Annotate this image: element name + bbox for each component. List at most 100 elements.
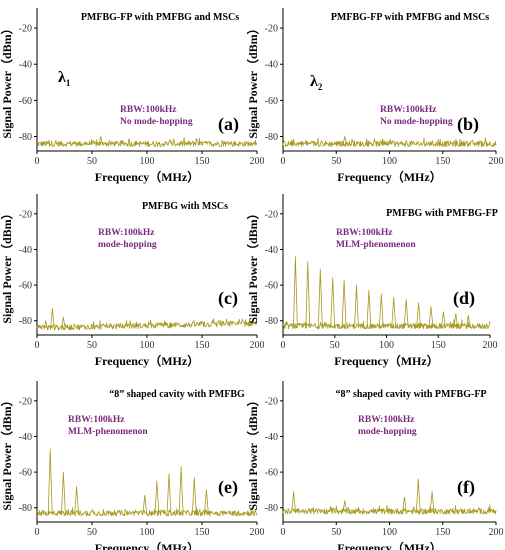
x-tick-label: 100 <box>140 156 155 167</box>
y-axis-title: Signal Power（dBm） <box>0 22 14 138</box>
x-tick-label: 150 <box>195 340 210 351</box>
x-tick-label: 50 <box>331 527 341 538</box>
y-tick-label: -40 <box>19 432 32 443</box>
annotation-text: mode-hopping <box>358 427 417 437</box>
spectral-peak <box>330 277 336 328</box>
spectral-peak <box>178 466 184 515</box>
x-tick-label: 100 <box>379 340 394 351</box>
x-axis-title: Frequency（MHz） <box>337 169 441 184</box>
spectral-peak <box>317 268 323 328</box>
spectral-peak <box>391 297 397 328</box>
x-axis-title: Frequency（MHz） <box>95 169 199 184</box>
annotation-text: RBW:100kHz <box>336 228 393 238</box>
annotation-text: MLM-phenomenon <box>68 427 148 437</box>
wavelength-label: λ1 <box>58 69 71 88</box>
y-tick-label: -40 <box>265 245 278 256</box>
annotation-text: mode-hopping <box>98 240 157 250</box>
y-tick-label: -40 <box>19 245 32 256</box>
x-tick-label: 50 <box>330 340 340 351</box>
x-tick-label: 0 <box>35 527 40 538</box>
spectral-peak <box>416 302 421 328</box>
panel-title: PMFBG-FP with PMFBG and MSCs <box>81 12 239 23</box>
spectral-peak <box>402 496 407 514</box>
panel-label: (c) <box>218 288 238 309</box>
spectral-peak <box>204 489 209 515</box>
panel-label: (f) <box>457 477 475 498</box>
y-axis-title: Signal Power（dBm） <box>245 207 260 323</box>
noise-trace <box>36 506 258 517</box>
x-tick-label: 0 <box>281 340 286 351</box>
y-axis-title: Signal Power（dBm） <box>245 22 260 138</box>
annotation-text: No mode-hopping <box>120 117 193 127</box>
annotation-text: RBW:100kHz <box>68 415 125 425</box>
spectral-peak <box>47 448 53 515</box>
panel-label: (d) <box>453 288 475 309</box>
spectral-peak <box>441 311 446 328</box>
y-axis-title: Signal Power（dBm） <box>0 394 14 510</box>
x-tick-label: 150 <box>195 156 210 167</box>
annotation-text: MLM-phenomenon <box>336 240 416 250</box>
y-tick-label: -20 <box>265 24 278 35</box>
y-tick-label: -80 <box>265 503 278 514</box>
y-tick-label: -20 <box>19 24 32 35</box>
x-tick-label: 100 <box>140 527 155 538</box>
noise-trace <box>36 317 258 331</box>
panel-title: PMFBG-FP with PMFBG and MSCs <box>331 12 489 23</box>
panel-title: “8” shaped cavity with PMFBG-FP <box>335 389 486 400</box>
x-tick-label: 100 <box>382 527 397 538</box>
x-tick-label: 150 <box>431 340 446 351</box>
spectral-peak <box>342 136 348 146</box>
spectral-peak <box>293 256 298 328</box>
y-tick-label: -60 <box>19 96 32 107</box>
spectral-peak <box>61 471 66 515</box>
x-tick-label: 200 <box>483 340 498 351</box>
panel-title: PMFBG with MSCs <box>142 201 228 212</box>
spectral-peak <box>453 313 459 328</box>
x-tick-label: 200 <box>250 340 265 351</box>
panel-label: (b) <box>457 114 479 135</box>
spectral-peak <box>98 136 104 146</box>
spectral-peak <box>291 491 296 514</box>
y-axis-title: Signal Power（dBm） <box>0 207 14 323</box>
y-axis-title: Signal Power（dBm） <box>245 394 260 510</box>
spectral-peak <box>74 486 79 515</box>
panel-axes <box>282 381 496 523</box>
x-tick-label: 50 <box>331 156 341 167</box>
x-tick-label: 0 <box>35 156 40 167</box>
x-tick-label: 50 <box>87 340 97 351</box>
y-tick-label: -60 <box>265 96 278 107</box>
y-tick-label: -80 <box>19 316 32 327</box>
y-tick-label: -40 <box>265 432 278 443</box>
y-tick-label: -60 <box>265 281 278 292</box>
noise-trace <box>282 319 491 330</box>
x-tick-label: 50 <box>87 156 97 167</box>
x-tick-label: 150 <box>435 156 450 167</box>
spectral-peak <box>366 290 372 328</box>
wavelength-label: λ2 <box>310 73 323 92</box>
x-axis-title: Frequency（MHz） <box>337 540 441 550</box>
x-tick-label: 50 <box>87 527 97 538</box>
panel-title: “8” shaped cavity with PMFBG <box>109 389 245 400</box>
panel-label: (e) <box>218 477 238 498</box>
spectral-peak <box>50 307 55 330</box>
spectral-peak <box>341 279 347 328</box>
y-tick-label: -40 <box>265 60 278 71</box>
spectral-peak <box>154 480 160 515</box>
spectral-peak <box>465 315 471 328</box>
y-tick-label: -60 <box>19 281 32 292</box>
spectral-peak <box>429 491 435 514</box>
spectral-peak <box>305 261 311 328</box>
panel-title: PMFBG with PMFBG-FP <box>386 208 498 219</box>
y-tick-label: -40 <box>19 60 32 71</box>
spectral-peak <box>61 316 66 330</box>
y-tick-label: -80 <box>19 132 32 143</box>
spectral-peak <box>191 477 197 515</box>
spectral-peak <box>354 284 359 328</box>
panel-axes <box>36 381 257 523</box>
spectral-peak <box>403 299 409 328</box>
x-axis-title: Frequency（MHz） <box>95 540 199 550</box>
x-tick-label: 200 <box>250 527 265 538</box>
x-tick-label: 0 <box>35 340 40 351</box>
panel-axes <box>36 194 257 336</box>
y-tick-label: -20 <box>19 209 32 220</box>
